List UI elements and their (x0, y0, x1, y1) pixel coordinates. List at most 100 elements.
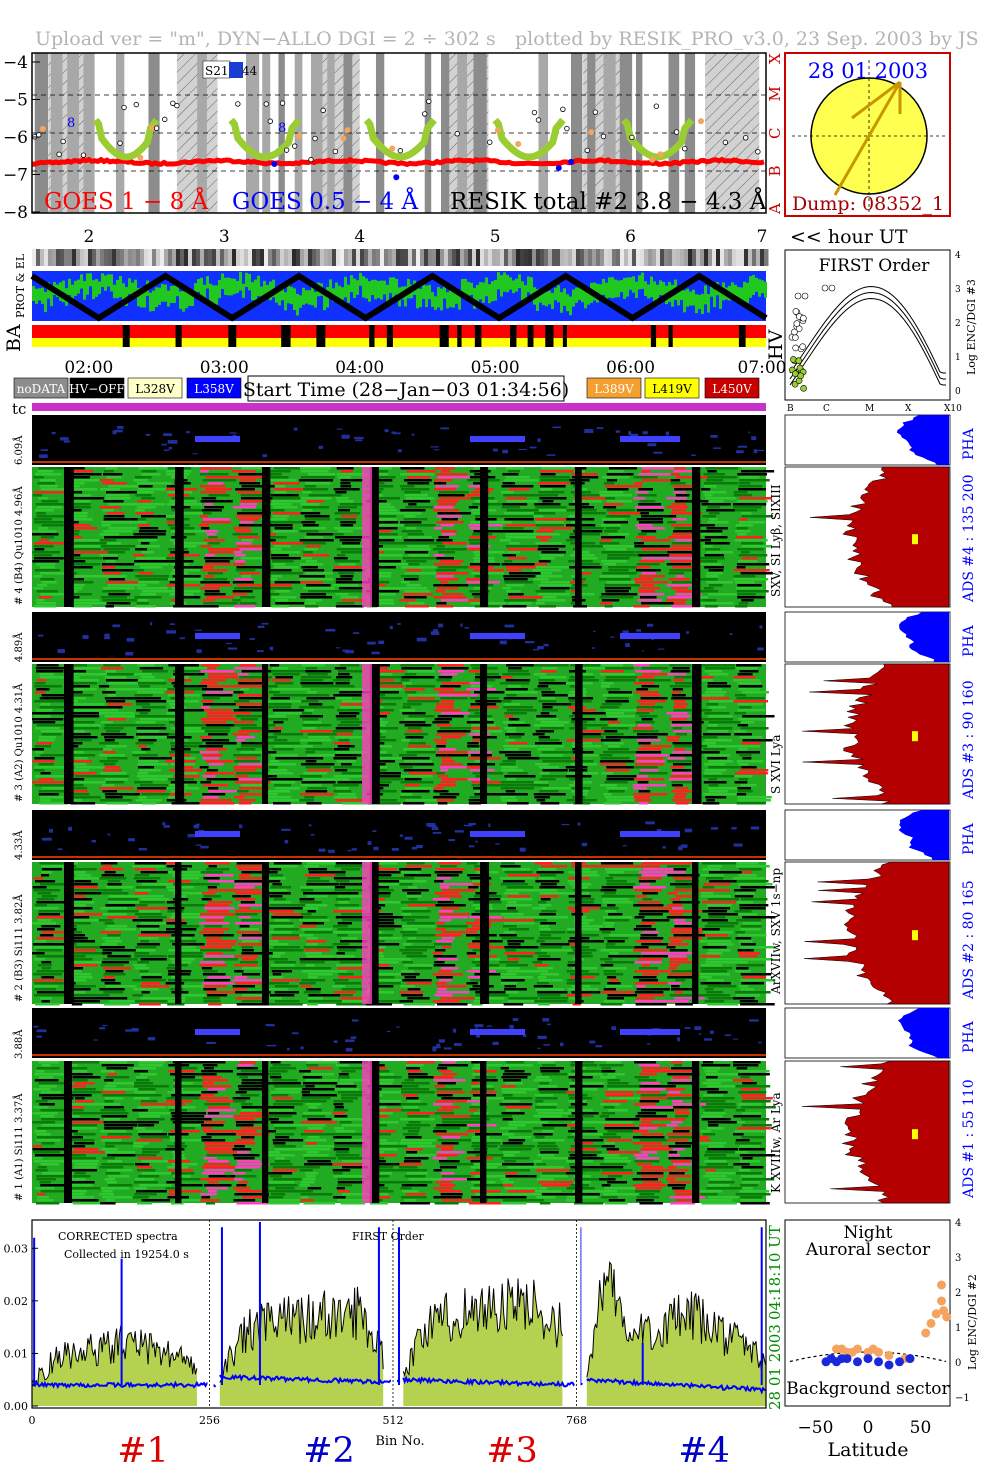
spectrogram-cell (70, 1085, 87, 1088)
goes-class-label: C (766, 128, 784, 139)
spectrogram-cell (272, 1064, 291, 1067)
spectrogram-cell (675, 590, 701, 593)
spectrogram-cell (406, 730, 423, 733)
spectrogram-cell (107, 673, 134, 676)
spectrogram-cell (36, 602, 56, 605)
first-order-point (821, 284, 829, 292)
spectrogram-cell (300, 557, 312, 560)
spectrogram-cell (704, 763, 726, 766)
spectrogram-cell (235, 1121, 267, 1124)
spectrogram-cell (336, 473, 368, 476)
spectrogram-cell (641, 685, 660, 688)
pha-speck (733, 1038, 739, 1040)
spectrogram-cell (408, 715, 435, 718)
resik-arc (621, 117, 695, 161)
spectrogram-cell (337, 793, 356, 796)
spectrogram-cell (433, 955, 457, 958)
night-band (705, 53, 760, 213)
spectrogram-cell (232, 470, 256, 473)
spectrogram-cell (372, 874, 392, 877)
spectrogram-cell (441, 533, 456, 536)
spectrogram-cell (269, 982, 290, 985)
pha-speck (229, 432, 237, 434)
spectrogram-cell (334, 886, 346, 889)
spectrogram-cell (308, 994, 341, 997)
pha-speck (560, 1042, 564, 1047)
spectrogram-cell (499, 961, 519, 964)
spectrogram-cell (734, 539, 768, 542)
spectrogram-cell (502, 760, 516, 763)
spectrogram-cell (32, 952, 45, 955)
spectrogram-cell (674, 467, 686, 470)
spectrogram-cell (703, 781, 727, 784)
spectrogram-cell (405, 527, 417, 530)
spectrogram-cell (267, 1130, 276, 1133)
spectrogram-cell (73, 518, 93, 521)
spectrogram-cell (173, 904, 205, 907)
prot-cell (428, 284, 431, 300)
spectrogram-cell (308, 494, 337, 497)
spectrogram-cell (135, 949, 156, 952)
spectrogram-cell (733, 506, 762, 509)
spectrogram-cell (374, 476, 396, 479)
spectrogram-cell (706, 958, 741, 961)
spectrogram-cell (673, 679, 685, 682)
spectrogram-cell (508, 928, 530, 931)
spectrogram-cell (199, 524, 209, 527)
prot-cell (380, 280, 383, 300)
spectrogram-cell (70, 754, 96, 757)
spectrogram-cell (138, 1112, 172, 1115)
spectrogram-cell (205, 760, 234, 763)
spectrogram-cell (436, 991, 470, 994)
lc-xtick-label: 4 (354, 227, 365, 247)
spectrogram-cell (739, 1160, 760, 1163)
spectrogram-cell (171, 1115, 207, 1118)
gray-cell (636, 249, 641, 266)
spectrogram-cell (168, 733, 180, 736)
spectrogram-cell (704, 739, 732, 742)
pha-speck (347, 849, 352, 852)
spectrogram-cell (502, 587, 511, 590)
spectrogram-cell (574, 919, 594, 922)
spectrogram-cell (268, 907, 303, 910)
spectrogram-cell (206, 769, 218, 772)
spectrogram-cell (239, 787, 269, 790)
pha-speck (724, 1034, 731, 1036)
spectrogram-cell (700, 970, 728, 973)
spectrogram-cell (38, 778, 54, 781)
pha-speck (287, 1047, 290, 1051)
spectrogram-cell (268, 901, 292, 904)
pha-label: PHA (961, 427, 977, 460)
spectrogram-cell (437, 730, 471, 733)
ba-gap (228, 325, 237, 347)
spectrogram-cell (733, 997, 755, 1000)
spectrogram-cell (399, 1166, 418, 1169)
ads-label: ADS #3 : 90 160 (961, 680, 977, 800)
spectrogram-cell (700, 964, 723, 967)
spectrogram-cell (374, 760, 396, 763)
spectrogram-cell (206, 991, 238, 994)
spectrogram-cell (708, 569, 724, 572)
spectrogram-cell (567, 979, 580, 982)
spectrogram-cell (35, 1070, 45, 1073)
first-order-point (797, 372, 804, 380)
spectrogram-cell (103, 958, 138, 961)
spectrogram-cell (137, 943, 160, 946)
spectrogram-cell (741, 1118, 770, 1121)
spectrogram-cell (404, 596, 427, 599)
spectrogram-cell (41, 1000, 50, 1003)
spectrogram-cell (134, 673, 153, 676)
spectrogram-cell (432, 548, 467, 551)
spectrogram-cell (741, 871, 753, 874)
spectrogram-cell (106, 602, 131, 605)
spectrogram-cell (366, 1003, 392, 1006)
spectrogram-cell (99, 539, 117, 542)
spectrogram-cell (636, 925, 652, 928)
spectrogram-cell (142, 1151, 160, 1154)
spectrogram-cell (567, 907, 600, 910)
spectrogram-cell (33, 1151, 60, 1154)
spectrogram-cell (270, 1091, 300, 1094)
spectrogram-cell (538, 682, 574, 685)
spectrogram-cell (475, 700, 511, 703)
spectrogram-cell (706, 551, 734, 554)
